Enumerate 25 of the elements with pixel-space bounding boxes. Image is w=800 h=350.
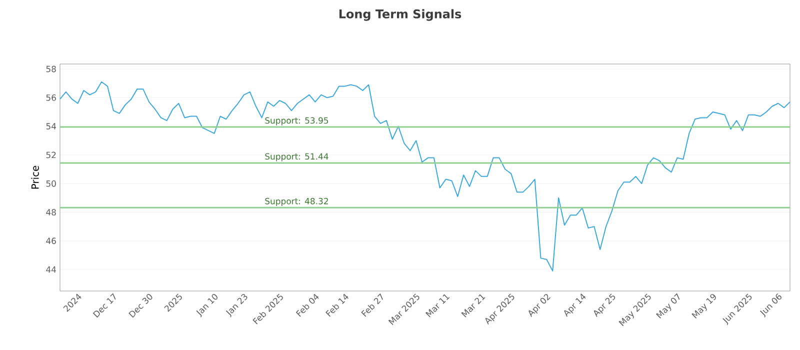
x-tick-label: Jan 23 — [226, 294, 248, 318]
x-tick-label: Feb 27 — [361, 293, 383, 317]
ref-line-label: Support: 48.32 — [265, 198, 328, 206]
x-tick-label: Apr 14 — [564, 294, 586, 317]
y-tick-label: 44 — [46, 266, 56, 273]
ref-line-label: Support: 53.95 — [265, 117, 328, 126]
y-tick-label: 46 — [46, 238, 56, 244]
x-tick-label: Jun 06 — [760, 294, 782, 318]
y-axis-title: Price — [31, 166, 39, 189]
x-tick-label: Jan 10 — [196, 294, 218, 318]
x-tick-label: Dec 30 — [128, 294, 152, 318]
x-tick-label: Dec 17 — [92, 293, 116, 318]
x-tick-label: Feb 14 — [326, 294, 348, 317]
x-tick-label: Apr 02 — [528, 294, 551, 317]
x-tick-label: Mar 21 — [461, 294, 486, 318]
y-tick-label: 58 — [46, 66, 56, 72]
y-tick-label: 48 — [46, 209, 56, 216]
y-tick-label: 56 — [46, 94, 56, 101]
chart-title: Long Term Signals — [339, 9, 462, 21]
y-tick-label: 52 — [46, 152, 56, 158]
x-tick-label: Feb 04 — [296, 294, 319, 317]
ref-line-label: Support: 51.44 — [265, 153, 328, 162]
y-tick-label: 50 — [46, 180, 56, 187]
x-tick-label: Apr 25 — [594, 294, 616, 317]
y-tick-label: 54 — [46, 123, 56, 130]
